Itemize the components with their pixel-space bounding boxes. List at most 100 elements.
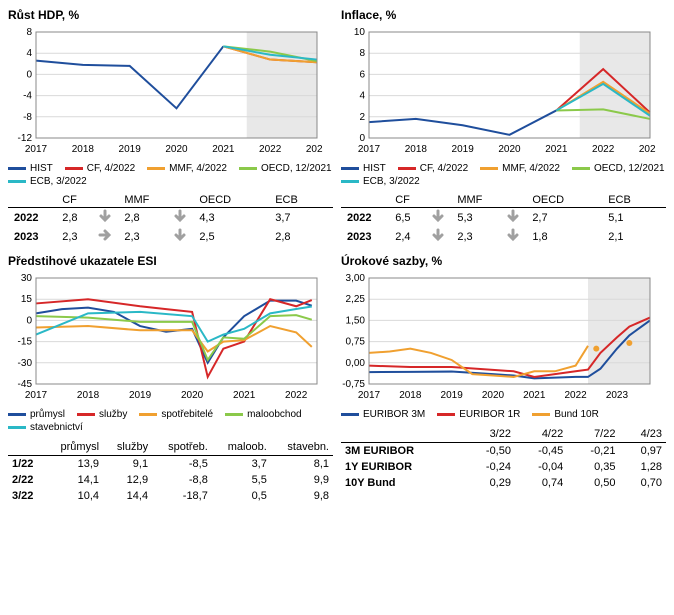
cell-value: 5,5: [212, 472, 271, 488]
svg-text:15: 15: [21, 294, 33, 305]
svg-text:2017: 2017: [358, 144, 381, 155]
col-header: ECB: [602, 193, 648, 208]
trend-arrow-icon: [167, 208, 193, 228]
svg-text:2022: 2022: [592, 144, 615, 155]
trend-arrow-icon: [167, 227, 193, 246]
gdp-chart: -12-8-40482017201820192020202120222023: [8, 26, 333, 159]
cell-value: 2,3: [56, 227, 92, 246]
legend-label: OECD, 12/2021: [594, 163, 665, 174]
cell-value: 2,3: [451, 227, 500, 246]
legend-swatch: [341, 180, 359, 183]
legend-label: ECB, 3/2022: [30, 176, 87, 187]
svg-text:2020: 2020: [498, 144, 521, 155]
legend-item: MMF, 4/2022: [480, 163, 560, 174]
svg-text:1,50: 1,50: [346, 315, 366, 326]
col-header: 3/22: [463, 426, 515, 443]
col-header: OECD: [193, 193, 251, 208]
legend-swatch: [341, 413, 359, 416]
gdp-table: CFMMFOECDECB20222,82,84,33,720232,32,32,…: [8, 187, 333, 246]
svg-text:2022: 2022: [259, 144, 282, 155]
cell-value: -0,04: [515, 459, 567, 475]
legend-label: maloobchod: [247, 409, 301, 420]
esi-title: Předstihové ukazatele ESI: [8, 254, 333, 268]
legend-label: MMF, 4/2022: [502, 163, 560, 174]
svg-text:2020: 2020: [181, 390, 204, 401]
legend-swatch: [8, 426, 26, 429]
svg-text:0: 0: [26, 315, 32, 326]
cell-value: -8,5: [152, 456, 212, 473]
svg-text:2017: 2017: [25, 390, 48, 401]
gdp-legend: HISTCF, 4/2022MMF, 4/2022OECD, 12/2021EC…: [8, 163, 333, 187]
cell-value: 2,5: [193, 227, 251, 246]
cell-value: 0,97: [619, 443, 666, 460]
svg-text:2019: 2019: [119, 144, 142, 155]
cell-value: 2,3: [118, 227, 167, 246]
forecast-table: CFMMFOECDECB20222,82,84,33,720232,32,32,…: [8, 193, 333, 246]
rates-legend: EURIBOR 3MEURIBOR 1RBund 10R: [341, 409, 666, 420]
col-header: MMF: [451, 193, 500, 208]
cell-value: 4,3: [193, 208, 251, 228]
cell-value: 8,1: [271, 456, 333, 473]
cell-value: 14,1: [45, 472, 103, 488]
cell-value: 6,5: [389, 208, 425, 228]
legend-item: ECB, 3/2022: [8, 176, 87, 187]
svg-text:2020: 2020: [482, 390, 505, 401]
cell-value: -8,8: [152, 472, 212, 488]
row-label: 2/22: [8, 472, 45, 488]
legend-item: CF, 4/2022: [65, 163, 135, 174]
legend-label: stavebnictví: [30, 422, 83, 433]
svg-text:4: 4: [359, 91, 365, 102]
legend-swatch: [480, 167, 498, 170]
col-header: maloob.: [212, 439, 271, 456]
svg-text:2023: 2023: [306, 144, 323, 155]
row-label: 2023: [8, 227, 56, 246]
rates-title: Úrokové sazby, %: [341, 254, 666, 268]
legend-item: EURIBOR 3M: [341, 409, 425, 420]
rates-table: 3/224/227/224/233M EURIBOR-0,50-0,45-0,2…: [341, 420, 666, 491]
esi-legend: průmyslslužbyspotřebitelémaloobchodstave…: [8, 409, 333, 433]
svg-text:4: 4: [26, 48, 32, 59]
col-header: OECD: [526, 193, 584, 208]
row-label: 1Y EURIBOR: [341, 459, 463, 475]
trend-arrow-icon: [648, 227, 666, 246]
col-header: MMF: [118, 193, 167, 208]
svg-text:2021: 2021: [233, 390, 256, 401]
svg-text:2020: 2020: [165, 144, 188, 155]
row-label: 3M EURIBOR: [341, 443, 463, 460]
legend-label: HIST: [363, 163, 386, 174]
gdp-title: Růst HDP, %: [8, 8, 333, 22]
legend-item: Bund 10R: [532, 409, 598, 420]
col-header: průmysl: [45, 439, 103, 456]
legend-item: CF, 4/2022: [398, 163, 468, 174]
row-label: 1/22: [8, 456, 45, 473]
cell-value: 13,9: [45, 456, 103, 473]
trend-arrow-icon: [584, 208, 602, 228]
legend-item: OECD, 12/2021: [572, 163, 665, 174]
inflation-panel: Inflace, % 02468102017201820192020202120…: [341, 8, 666, 246]
svg-text:2,25: 2,25: [346, 294, 366, 305]
svg-text:0,00: 0,00: [346, 358, 366, 369]
svg-text:-15: -15: [18, 337, 33, 348]
svg-text:2018: 2018: [399, 390, 422, 401]
legend-label: Bund 10R: [554, 409, 598, 420]
legend-label: CF, 4/2022: [420, 163, 468, 174]
svg-text:-8: -8: [23, 112, 32, 123]
legend-swatch: [8, 413, 26, 416]
trend-arrow-icon: [425, 227, 451, 246]
col-header: CF: [56, 193, 92, 208]
legend-item: stavebnictví: [8, 422, 83, 433]
cell-value: 10,4: [45, 488, 103, 504]
cell-value: -18,7: [152, 488, 212, 504]
legend-label: služby: [99, 409, 127, 420]
legend-item: služby: [77, 409, 127, 420]
trend-arrow-icon: [251, 227, 269, 246]
inflation-legend: HISTCF, 4/2022MMF, 4/2022OECD, 12/2021EC…: [341, 163, 666, 187]
svg-text:2018: 2018: [405, 144, 428, 155]
col-header: CF: [389, 193, 425, 208]
legend-label: CF, 4/2022: [87, 163, 135, 174]
svg-text:-30: -30: [18, 358, 33, 369]
legend-swatch: [341, 167, 359, 170]
svg-text:2017: 2017: [358, 390, 381, 401]
svg-text:2018: 2018: [77, 390, 100, 401]
svg-text:3,00: 3,00: [346, 273, 366, 284]
